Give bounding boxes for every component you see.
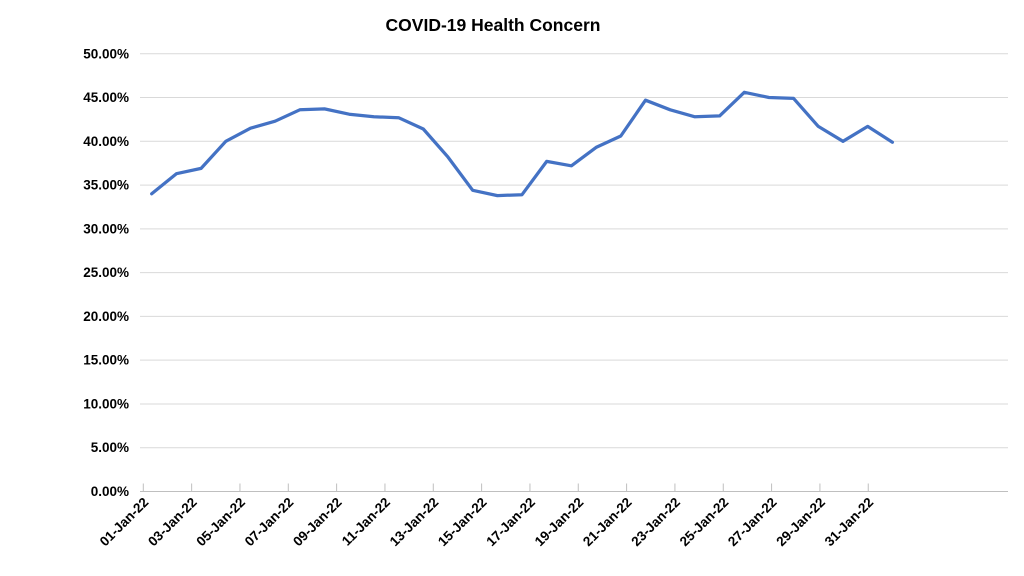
x-axis-label: 13-Jan-22 bbox=[387, 495, 442, 550]
y-axis-label: 15.00% bbox=[83, 353, 129, 368]
y-axis-labels: 0.00% 5.00% 10.00% 15.00% 20.00% 25.00% 30.00%… bbox=[83, 46, 129, 499]
y-axis-label: 25.00% bbox=[83, 265, 129, 280]
x-axis-label: 23-Jan-22 bbox=[628, 495, 683, 550]
y-axis-label: 40.00% bbox=[83, 134, 129, 149]
y-axis-label: 20.00% bbox=[83, 309, 129, 324]
y-axis-label: 0.00% bbox=[91, 484, 129, 499]
y-axis-label: 30.00% bbox=[83, 221, 129, 236]
x-axis-label: 15-Jan-22 bbox=[435, 495, 490, 550]
x-axis-label: 27-Jan-22 bbox=[725, 495, 780, 550]
y-axis-label: 50.00% bbox=[83, 46, 129, 61]
x-axis-label: 25-Jan-22 bbox=[677, 495, 732, 550]
x-axis-label: 29-Jan-22 bbox=[773, 495, 828, 550]
x-axis-label: 05-Jan-22 bbox=[193, 495, 248, 550]
y-axis-label: 5.00% bbox=[91, 440, 129, 455]
x-axis-label: 17-Jan-22 bbox=[483, 495, 538, 550]
data-series bbox=[150, 90, 895, 198]
y-axis-label: 45.00% bbox=[83, 90, 129, 105]
x-axis-labels: 01-Jan-2203-Jan-2205-Jan-2207-Jan-2209-J… bbox=[97, 495, 877, 550]
x-axis-label: 07-Jan-22 bbox=[242, 495, 297, 550]
x-axis-label: 03-Jan-22 bbox=[145, 495, 200, 550]
chart-title: COVID-19 Health Concern bbox=[386, 15, 601, 35]
y-axis-label: 10.00% bbox=[83, 396, 129, 411]
x-axis-label: 19-Jan-22 bbox=[532, 495, 587, 550]
x-axis-label: 01-Jan-22 bbox=[97, 495, 152, 550]
x-axis-label: 09-Jan-22 bbox=[290, 495, 345, 550]
x-axis bbox=[140, 483, 1008, 492]
x-axis-label: 21-Jan-22 bbox=[580, 495, 635, 550]
x-axis-label: 31-Jan-22 bbox=[822, 495, 877, 550]
x-axis-label: 11-Jan-22 bbox=[339, 495, 393, 549]
gridlines bbox=[140, 53, 1008, 449]
y-axis-label: 35.00% bbox=[83, 178, 129, 193]
health-concern-line bbox=[150, 90, 895, 198]
